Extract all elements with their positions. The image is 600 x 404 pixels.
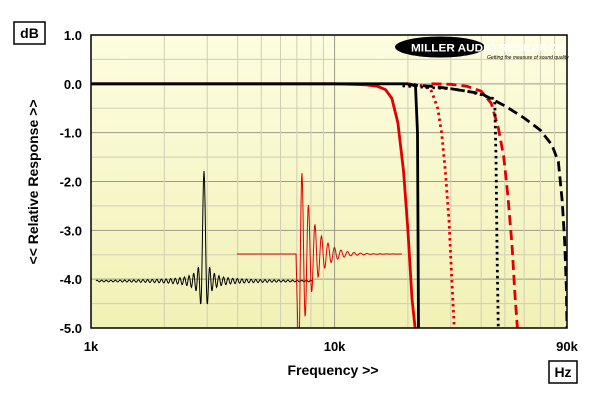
y-tick-labels: 1.0 0.0 -1.0 -2.0 -3.0 -4.0 -5.0 <box>60 28 82 336</box>
y-tick-label: -4.0 <box>60 272 82 287</box>
impulse-trace <box>237 173 402 328</box>
svg-text:dB: dB <box>20 25 39 41</box>
y-tick-label: -2.0 <box>60 175 82 190</box>
y-tick-label: -3.0 <box>60 223 82 238</box>
logo-tagline: Getting the measure of sound quality <box>487 55 569 61</box>
y-tick-label: 0.0 <box>64 77 82 92</box>
series-line-3 <box>407 82 456 328</box>
x-tick-label: 90k <box>556 339 578 354</box>
brand-logo: MILLER AUDIO RESEARCH Getting the measur… <box>395 36 569 61</box>
y-tick-label: 1.0 <box>64 28 82 43</box>
x-tick-labels: 1k 10k 90k <box>84 339 579 354</box>
impulse-trace <box>95 170 313 305</box>
series-layer <box>91 82 567 328</box>
svg-text:Hz: Hz <box>554 364 571 380</box>
y-tick-label: -5.0 <box>60 321 82 336</box>
x-unit-box: Hz <box>548 360 578 384</box>
x-axis-title: Frequency >> <box>287 362 378 378</box>
plot-frame <box>90 34 568 329</box>
y-axis-title: << Relative Response >> <box>25 100 41 265</box>
series-line-4 <box>431 82 519 328</box>
series-line-6 <box>407 83 567 328</box>
x-tick-label: 10k <box>324 339 346 354</box>
x-tick-label: 1k <box>84 339 99 354</box>
y-unit-box: dB <box>13 21 46 45</box>
impulse-insets <box>95 170 402 328</box>
y-tick-label: -1.0 <box>60 126 82 141</box>
logo-brand: MILLER AUDIO RESEARCH <box>411 43 565 55</box>
